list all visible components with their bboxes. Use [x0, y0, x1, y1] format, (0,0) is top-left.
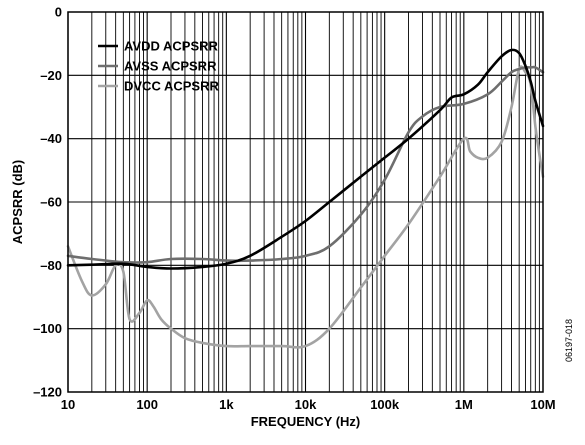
x-tick-label: 1k: [219, 397, 234, 412]
y-tick-label: –100: [33, 321, 62, 336]
y-tick-label: –60: [40, 195, 62, 210]
y-tick-label: –40: [40, 131, 62, 146]
legend-label: AVSS ACPSRR: [124, 59, 217, 74]
series-line-dvcc-acpsrr: [66, 65, 545, 349]
x-tick-label: 100: [136, 397, 158, 412]
x-tick-label: 10: [61, 397, 75, 412]
y-tick-label: –20: [40, 68, 62, 83]
x-tick-label: 10M: [530, 397, 555, 412]
series-lines: [66, 48, 545, 349]
legend-label: AVDD ACPSRR: [124, 39, 219, 54]
tick-labels: 10 100 1k 10k 100k 1M 10M 0 –20 –40 –60 –80 –100 –120: [33, 5, 556, 413]
x-tick-label: 100k: [370, 397, 400, 412]
x-tick-label: 1M: [455, 397, 473, 412]
y-tick-label: 0: [55, 5, 62, 20]
y-axis-title: ACPSRR (dB): [10, 160, 25, 245]
y-tick-label: –120: [33, 385, 62, 400]
x-axis-title: FREQUENCY (Hz): [251, 414, 361, 429]
legend: AVDD ACPSRR AVSS ACPSRR DVCC ACPSRR: [98, 39, 219, 94]
y-tick-label: –80: [40, 258, 62, 273]
series-line-avss-acpsrr: [66, 65, 545, 264]
legend-label: DVCC ACPSRR: [124, 79, 219, 94]
x-tick-label: 10k: [295, 397, 317, 412]
figure-code: 06197-018: [564, 318, 574, 362]
series-line-avdd-acpsrr: [66, 48, 545, 270]
plot-frame: [67, 11, 544, 393]
